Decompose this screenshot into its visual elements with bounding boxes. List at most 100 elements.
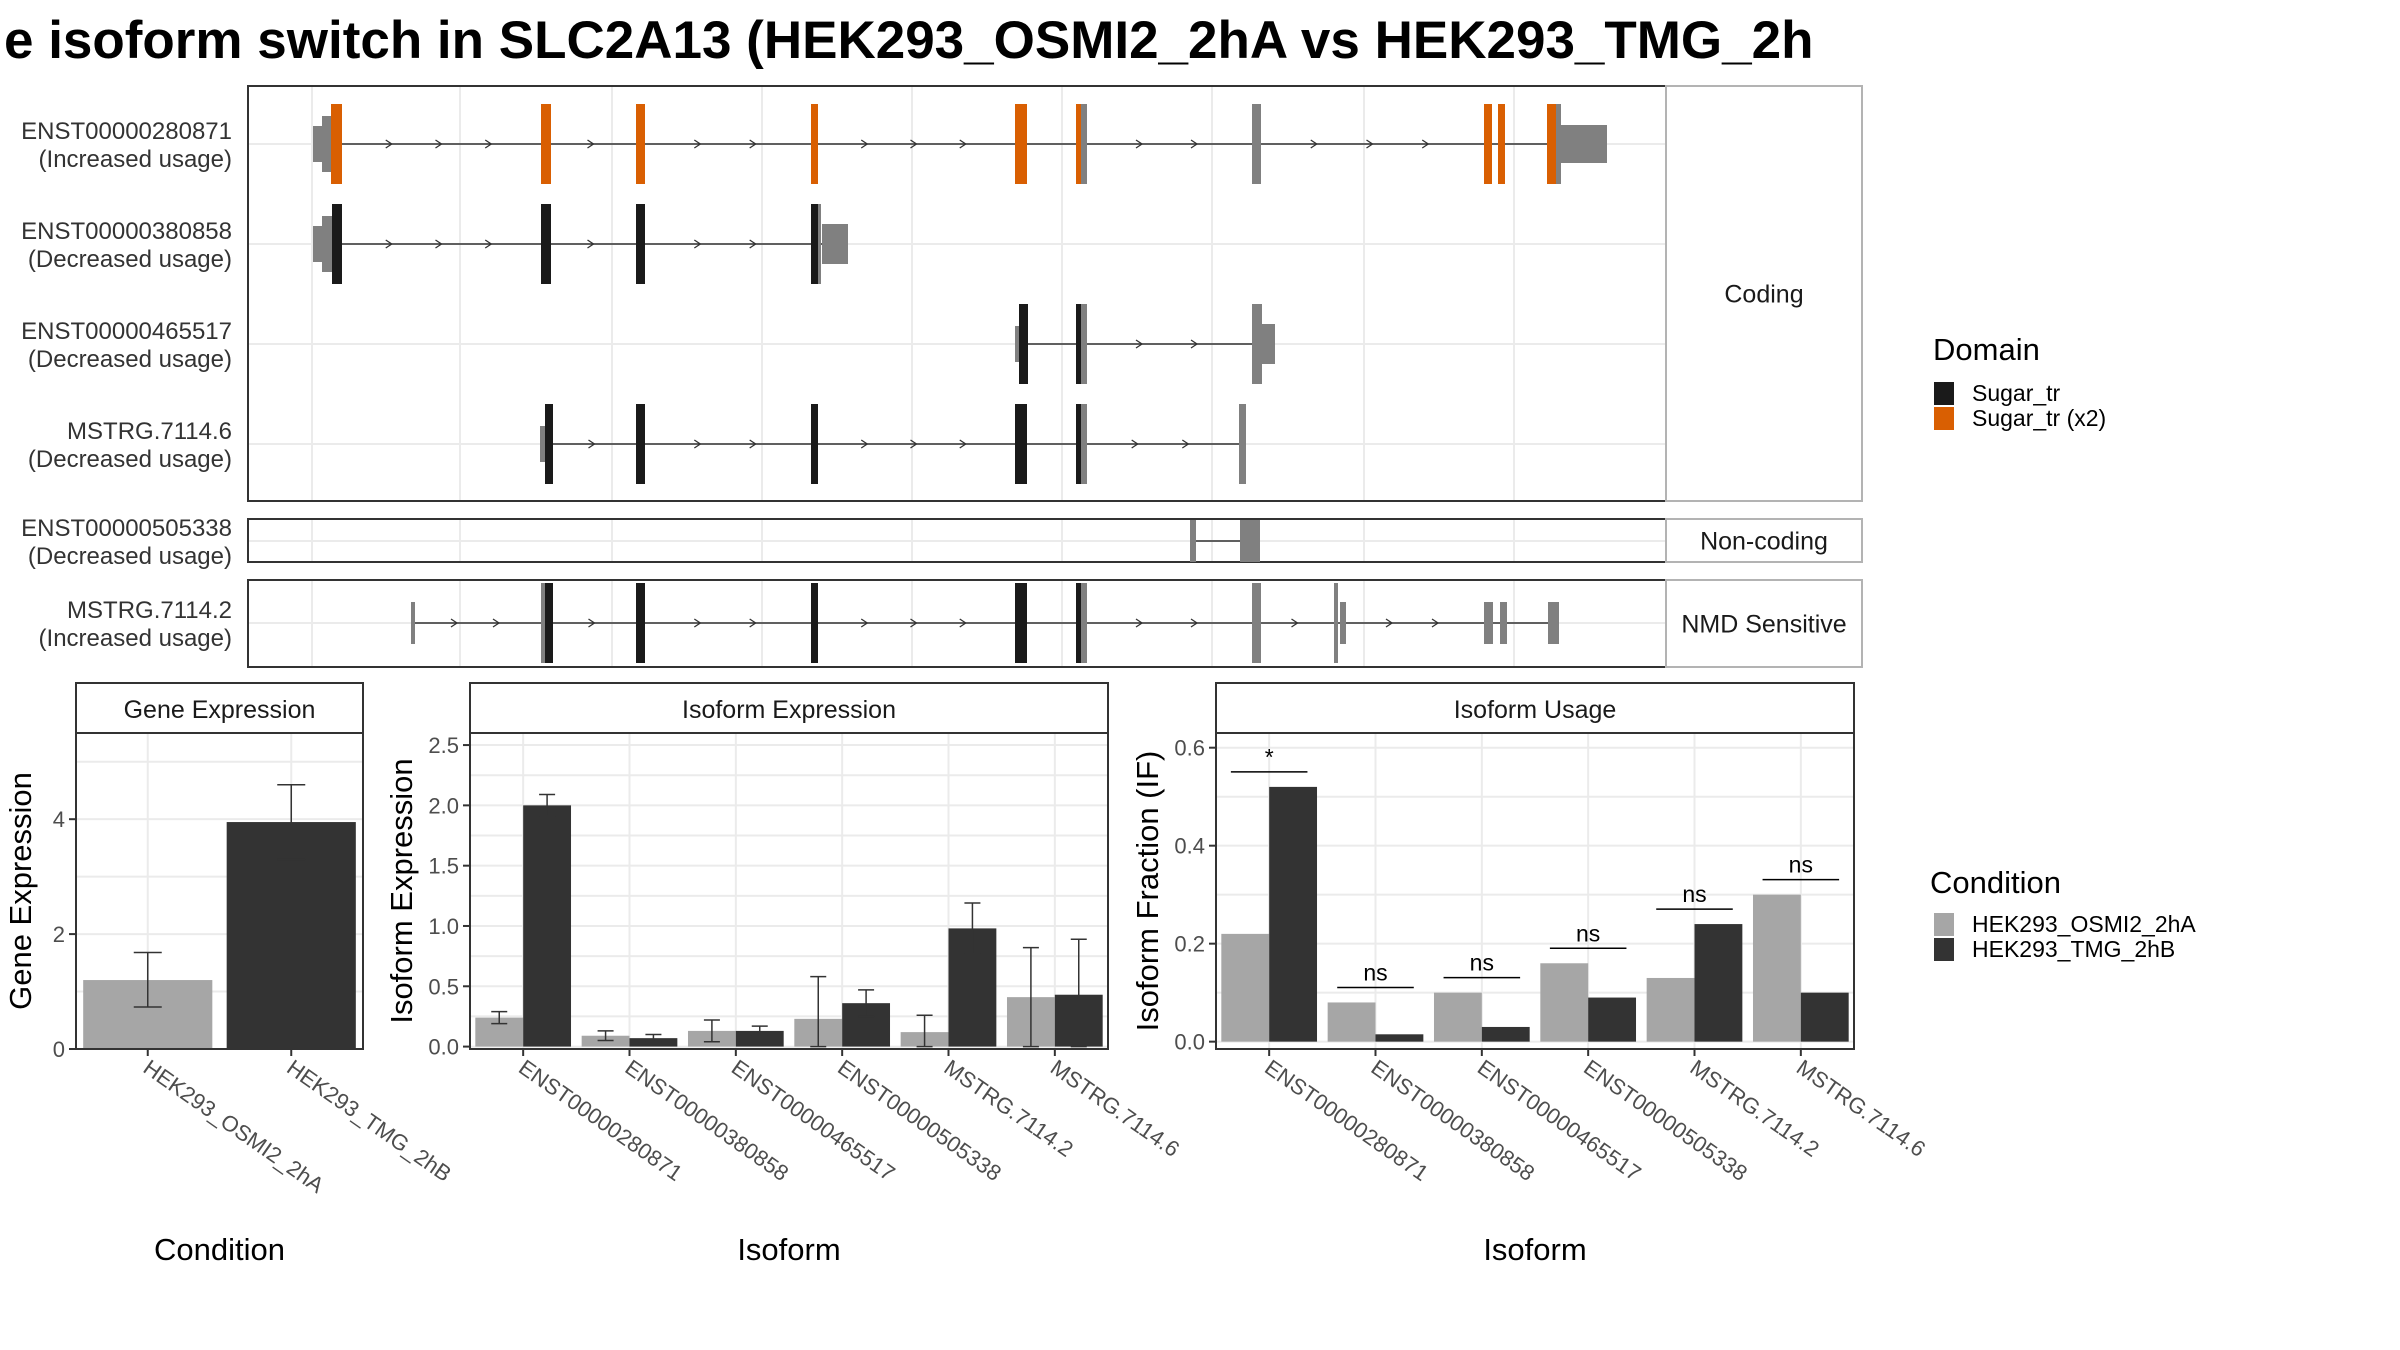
intron-arrow <box>1190 339 1199 349</box>
condition-legend-key <box>1934 938 1954 961</box>
transcript-id-label: ENST00000380858 <box>21 218 232 245</box>
exon-block <box>636 404 645 484</box>
isoform-expression-x-axis-title: Isoform <box>737 1232 840 1267</box>
isoform-usage-bar <box>1646 977 1695 1042</box>
exon-block <box>811 583 818 663</box>
intron-arrow <box>910 439 918 449</box>
exon-block <box>1076 304 1081 384</box>
isoform-usage-significance-label: ns <box>1682 881 1706 907</box>
isoform-usage-bar <box>1540 963 1589 1042</box>
intron-arrow <box>749 139 757 149</box>
intron-arrow <box>1135 618 1144 628</box>
exon-block <box>541 204 551 284</box>
isoform-expression-y-axis-title: Isoform Expression <box>384 758 419 1023</box>
intron-arrow <box>1366 139 1374 149</box>
isoform-usage-y-tick-label: 0.6 <box>1174 736 1205 761</box>
exon-block <box>1340 602 1346 644</box>
exon-block <box>1076 104 1081 184</box>
isoform-expression-y-tick-label: 2.0 <box>428 793 459 818</box>
isoform-expression-panel: Isoform Expression0.00.51.01.52.02.5ENST… <box>384 682 1184 1267</box>
isoform-expression-y-tick-label: 0.0 <box>428 1035 459 1060</box>
isoform-usage-bar <box>1269 786 1318 1042</box>
exon-block <box>1240 520 1260 562</box>
intron-arrow <box>1190 139 1199 149</box>
structure-panel-border <box>247 85 1667 502</box>
isoform-usage-strip <box>1215 682 1855 734</box>
intron-arrow <box>959 618 967 628</box>
domain-legend-key <box>1934 382 1954 405</box>
intron-arrow <box>588 618 596 628</box>
domain-legend-title: Domain <box>1933 332 2040 367</box>
isoform-usage-bar <box>1694 924 1743 1042</box>
transcript-id-label: ENST00000505338 <box>21 515 232 542</box>
intron-arrow <box>860 618 869 628</box>
intron-arrow <box>484 139 493 149</box>
exon-block <box>1015 326 1021 362</box>
transcript-id-label: MSTRG.7114.6 <box>67 418 232 445</box>
isoform-usage-panel-title: Isoform Usage <box>1454 696 1617 724</box>
condition-legend-key <box>1934 913 1954 936</box>
intron-arrow <box>693 439 702 449</box>
intron-arrow <box>1135 139 1144 149</box>
intron-arrow <box>860 139 869 149</box>
intron-arrow <box>910 618 918 628</box>
transcript-id-label: ENST00000465517 <box>21 318 232 345</box>
exon-block <box>1262 324 1275 364</box>
isoform-usage-panel: Isoform Usage*ns nsnsnsns0.00.20.40.6ENST… <box>1130 682 1930 1267</box>
intron-arrow <box>749 618 757 628</box>
transcript-usage-label: (Decreased usage) <box>28 543 232 570</box>
isoform-usage-significance-label: * <box>1265 744 1274 770</box>
isoform-expression-y-tick-label: 2.5 <box>428 733 459 758</box>
condition-legend-title: Condition <box>1930 865 2061 900</box>
isoform-usage-y-tick-label: 0.0 <box>1174 1030 1205 1055</box>
intron-arrow <box>959 139 967 149</box>
exon-block <box>411 602 415 644</box>
transcript-usage-label: (Decreased usage) <box>28 446 232 473</box>
gene-y-tick-label: 2 <box>53 922 65 947</box>
exon-block <box>811 404 818 484</box>
exon-block <box>1334 583 1338 663</box>
structure-group-label: Non-coding <box>1700 528 1828 556</box>
exon-block <box>1081 304 1087 384</box>
exon-block <box>1252 104 1261 184</box>
intron-arrow <box>1135 339 1144 349</box>
gene-y-axis-title: Gene Expression <box>3 772 38 1010</box>
intron-arrow <box>1190 618 1199 628</box>
intron-arrow <box>1131 439 1139 449</box>
structure-strip <box>1665 579 1863 668</box>
intron-arrow <box>588 439 596 449</box>
isoform-usage-bar <box>1752 894 1801 1042</box>
gene-panel-title: Gene Expression <box>124 696 316 724</box>
structure-strip <box>1665 518 1863 563</box>
isoform-usage-y-axis-title: Isoform Fraction (IF) <box>1130 751 1165 1032</box>
intron-arrow <box>435 139 443 149</box>
intron-arrow <box>385 139 393 149</box>
exon-block <box>1081 104 1087 184</box>
isoform-usage-bar <box>1375 1034 1424 1042</box>
isoform-expression-bar <box>735 1030 784 1047</box>
isoform-usage-bar <box>1481 1026 1530 1042</box>
structure-strip <box>1665 85 1863 502</box>
intron-arrow <box>435 239 443 249</box>
transcript-id-label: ENST00000280871 <box>21 118 232 145</box>
exon-block <box>313 226 323 262</box>
domain-legend-key <box>1934 407 1954 430</box>
intron-arrow <box>693 239 702 249</box>
exon-block <box>541 104 551 184</box>
intron-arrow <box>1291 618 1299 628</box>
isoform-expression-strip <box>469 682 1109 734</box>
exon-block <box>1556 104 1561 184</box>
intron-arrow <box>693 618 702 628</box>
exon-block <box>332 204 342 284</box>
exon-block <box>541 583 545 663</box>
isoform-expression-y-tick-label: 1.0 <box>428 914 459 939</box>
intron-arrow <box>385 239 393 249</box>
isoform-usage-significance-label: ns <box>1363 959 1387 985</box>
gene-y-tick-label: 4 <box>53 807 65 832</box>
exon-block <box>636 104 645 184</box>
structure-group-label: NMD Sensitive <box>1681 611 1846 639</box>
isoform-usage-x-axis-title: Isoform <box>1483 1232 1586 1267</box>
intron-arrow <box>959 439 967 449</box>
